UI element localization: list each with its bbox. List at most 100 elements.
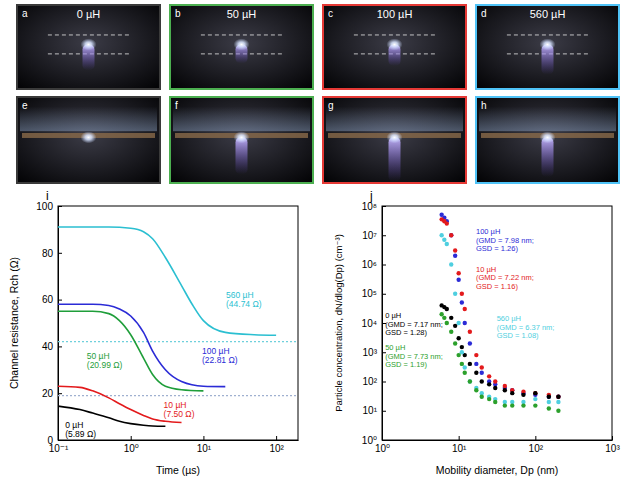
y-axis: 020406080100	[36, 201, 62, 446]
y-tick-mark	[382, 411, 386, 412]
photo-ground	[16, 96, 161, 184]
y-axis: 10⁰10¹10²10³10⁴10⁵10⁶10⁷10⁸	[362, 201, 386, 446]
y-tick: 100	[36, 201, 62, 212]
photo-ground	[16, 4, 161, 90]
x-tick: 10²	[529, 436, 544, 454]
data-point	[556, 395, 560, 399]
photo-label: 100 µH	[377, 8, 413, 20]
y-tick: 10⁰	[362, 435, 386, 446]
photo-border	[17, 5, 160, 89]
x-tick-mark	[612, 436, 613, 440]
data-point	[453, 341, 457, 345]
x-axis-title: Mobility diameter, Dp (nm)	[436, 464, 559, 476]
series-points	[439, 312, 560, 413]
y-tick-label: 20	[42, 388, 54, 399]
photo: a0 µH	[16, 4, 161, 90]
y-tick-label: 10⁶	[362, 259, 377, 270]
x-tick-label: 10¹	[452, 443, 467, 454]
y-axis-title: Particle concentration, dN/dlog(Dp) (cm⁻…	[333, 234, 344, 412]
y-axis-title: Channel resistance, Rch (Ω)	[8, 257, 20, 389]
photo-border	[17, 97, 160, 183]
y-tick-mark	[58, 346, 62, 347]
y-tick: 10¹	[363, 405, 386, 416]
y-tick-label: 0	[47, 435, 53, 446]
data-point	[468, 379, 472, 383]
data-point	[547, 400, 551, 404]
y-tick-label: 10⁴	[362, 318, 377, 329]
data-point	[480, 365, 484, 369]
data-point	[456, 321, 460, 325]
x-tick-mark	[203, 436, 204, 440]
x-tick-label: 10¹	[197, 443, 212, 454]
y-tick: 10³	[363, 347, 386, 358]
x-axis-line	[383, 440, 613, 441]
y-tick-label: 10⁰	[362, 435, 377, 446]
y-tick-label: 10⁷	[362, 230, 377, 241]
data-point	[439, 233, 443, 237]
y-tick: 10⁵	[362, 288, 386, 299]
spark	[81, 131, 97, 143]
data-point	[468, 362, 472, 366]
plot-marks	[439, 213, 560, 413]
panel-letter: a	[22, 8, 28, 19]
data-point	[533, 391, 537, 395]
data-point	[556, 395, 560, 399]
y-tick-label: 10⁵	[362, 288, 377, 299]
data-point	[463, 307, 467, 311]
data-point	[556, 409, 560, 413]
photo: h	[475, 96, 620, 184]
plot-marks	[58, 227, 298, 426]
photo-border	[476, 97, 619, 183]
series-points	[439, 303, 560, 399]
photo-border	[170, 5, 313, 89]
data-point	[460, 345, 464, 349]
photo-ground	[475, 96, 620, 184]
panel-letter: i	[46, 189, 49, 203]
x-tick-label: 10⁰	[375, 443, 390, 454]
photo-ground	[169, 96, 314, 184]
data-point	[449, 330, 453, 334]
x-tick: 10³	[605, 436, 620, 454]
photo-ground	[322, 96, 467, 184]
data-point	[463, 365, 467, 369]
data-point	[439, 312, 443, 316]
series-annotation: GSD = 1.16)	[476, 282, 518, 291]
data-point	[493, 379, 497, 383]
photo-label: 50 µH	[227, 8, 257, 20]
photo: g	[322, 96, 467, 184]
plot-frame	[382, 206, 612, 440]
data-point	[521, 403, 525, 407]
data-point	[493, 400, 497, 404]
chart-axes: 10⁻¹10⁰10¹10²020406080100Time (µs)Channe…	[8, 189, 299, 476]
y-tick: 10⁷	[362, 230, 386, 241]
plot-frame	[58, 206, 298, 440]
series-line	[58, 311, 203, 391]
data-point	[449, 233, 453, 237]
data-point	[533, 403, 537, 407]
data-point	[463, 321, 467, 325]
data-point	[445, 321, 449, 325]
y-tick: 0	[47, 435, 62, 446]
y-tick-label: 10²	[363, 376, 378, 387]
data-point	[463, 370, 467, 374]
y-tick: 80	[42, 248, 62, 259]
y-tick-mark	[58, 253, 62, 254]
chart-axes: 10⁰10¹10²10³10⁰10¹10²10³10⁴10⁵10⁶10⁷10⁸M…	[333, 189, 620, 476]
series-annotation: (5.89 Ω)	[65, 429, 96, 439]
photo-border	[476, 5, 619, 89]
x-tick-mark	[131, 436, 132, 440]
data-point	[474, 353, 478, 357]
y-tick: 10⁴	[362, 318, 386, 329]
haze	[173, 107, 310, 132]
x-tick-label: 10²	[269, 443, 284, 454]
x-axis-title: Time (µs)	[156, 464, 200, 476]
photo-border	[170, 97, 313, 183]
data-point	[503, 388, 507, 392]
photo-label: 560 µH	[530, 8, 566, 20]
data-point	[453, 253, 457, 257]
plume	[389, 137, 401, 181]
panel-letter: c	[328, 8, 333, 19]
data-point	[453, 248, 457, 252]
y-tick: 10⁶	[362, 259, 386, 270]
y-tick-mark	[382, 294, 386, 295]
